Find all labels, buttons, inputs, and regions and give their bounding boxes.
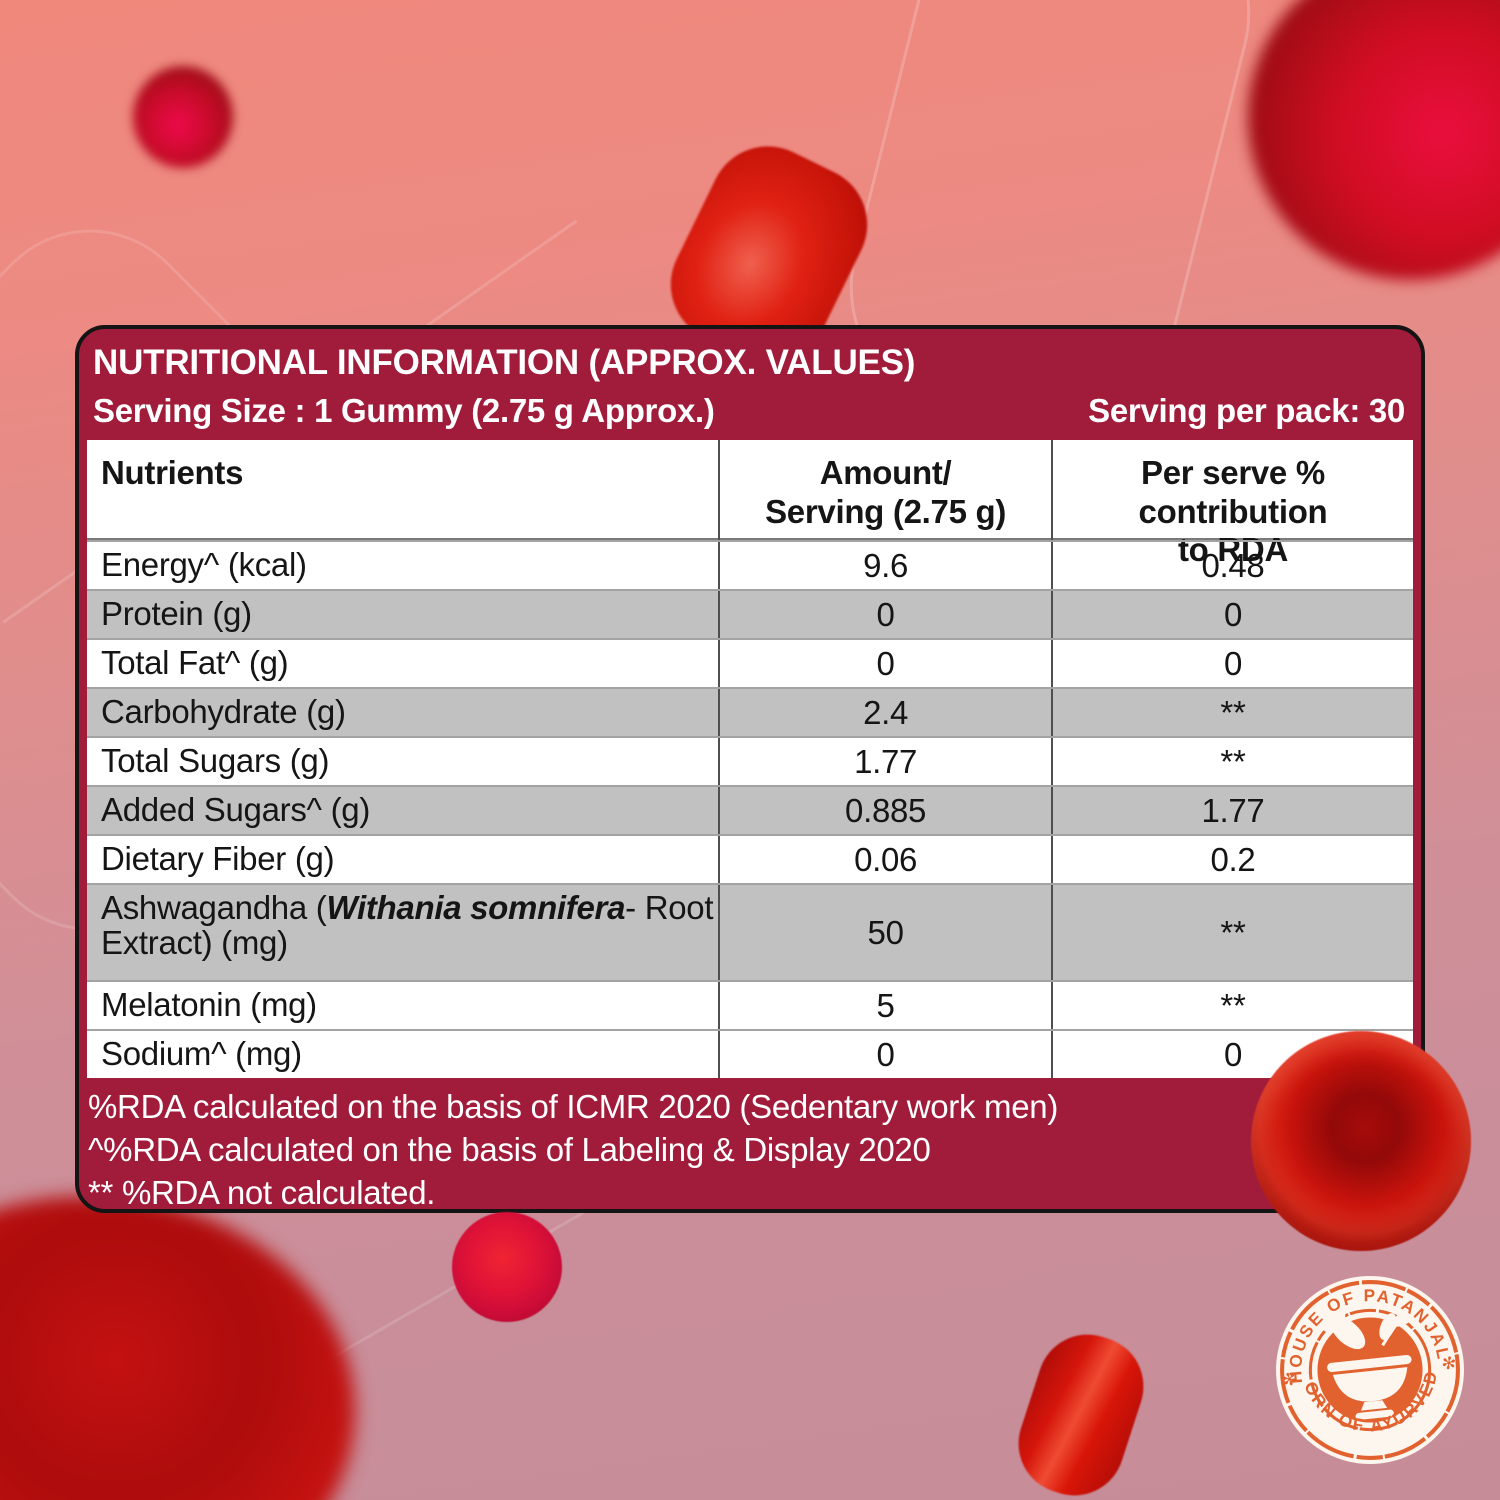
column-header-rda: Per serve % contribution to RDA [1050,440,1413,570]
serving-row: Serving Size : 1 Gummy (2.75 g Approx.) … [93,392,1405,430]
nutrient-name-prefix: Ashwagandha ( [101,889,327,926]
gummy-blurred-blob-bottom-left [0,1196,355,1500]
nutrient-amount: 9.6 [718,542,1051,589]
nutrient-name: Dietary Fiber (g) [101,840,335,878]
column-header-amount-line1: Amount/ [819,454,952,491]
table-row-carbohydrate: Carbohydrate (g) 2.4 ** [87,687,1413,736]
table-row-total-sugars: Total Sugars (g) 1.77 ** [87,736,1413,785]
serving-size-text: Serving Size : 1 Gummy (2.75 g Approx.) [93,392,715,429]
nutrient-name: Total Fat^ (g) [101,644,289,682]
gummy-blurred-sphere-top-right [1248,0,1500,280]
nutrient-rda: ** [1050,689,1413,736]
nutrient-rda: 0.2 [1050,836,1413,883]
footnote-rda-not-calculated: ** %RDA not calculated. [88,1173,436,1211]
nutrient-amount: 0 [718,640,1051,687]
footnote-rda-labeling: ^%RDA calculated on the basis of Labelin… [88,1130,931,1168]
pestle-knob [1321,1307,1346,1333]
nutrient-rda: ** [1050,885,1413,980]
table-row-dietary-fiber: Dietary Fiber (g) 0.06 0.2 [87,834,1413,883]
table-row-total-fat: Total Fat^ (g) 0 0 [87,638,1413,687]
nutrient-name: Ashwagandha (Withania somnifera- Root Ex… [87,885,718,980]
card-header: NUTRITIONAL INFORMATION (APPROX. VALUES)… [79,329,1421,440]
nutrition-table: Nutrients Amount/ Serving (2.75 g) Per s… [87,440,1413,1078]
nutrient-name: Melatonin (mg) [101,986,317,1024]
nutrient-rda: 0 [1050,1031,1413,1078]
nutrient-rda: 0 [1050,640,1413,687]
gummy-side-view-bottom-right [1005,1321,1157,1500]
nutrient-name: Added Sugars^ (g) [101,791,371,829]
nutrient-name: Energy^ (kcal) [101,546,307,584]
nutrient-name-latin: Withania somnifera [326,889,626,926]
stamp-flower-right: ✻ [1440,1352,1457,1374]
nutrient-amount: 1.77 [718,738,1051,785]
leaf-icon [1392,1310,1415,1327]
nutrient-rda: 0 [1050,591,1413,638]
mortar-rim [1327,1354,1412,1372]
nutrient-amount: 2.4 [718,689,1051,736]
table-row-added-sugars: Added Sugars^ (g) 0.885 1.77 [87,785,1413,834]
nutrient-name: Protein (g) [101,595,252,633]
leaf-icon [1379,1313,1397,1340]
mortar-base [1355,1409,1394,1420]
card-footnotes: %RDA calculated on the basis of ICMR 202… [79,1078,1421,1211]
nutrient-amount: 0.885 [718,787,1051,834]
column-header-rda-line2: to RDA [1177,531,1288,569]
table-row-protein: Protein (g) 0 0 [87,589,1413,638]
nutrient-amount: 5 [718,982,1051,1029]
table-row-ashwagandha: Ashwagandha (Withania somnifera- Root Ex… [87,883,1413,980]
nutrient-rda: 0.48 [1050,542,1413,589]
table-row-energy: Energy^ (kcal) 9.6 0.48 [87,540,1413,589]
mortar-foot [1361,1400,1388,1411]
nutrient-rda: ** [1050,738,1413,785]
table-row-melatonin: Melatonin (mg) 5 ** [87,980,1413,1029]
gummy-red-cell-right [1251,1031,1471,1251]
nutrient-name: Total Sugars (g) [101,742,330,780]
nutrient-rda: 1.77 [1050,787,1413,834]
column-header-amount: Amount/ Serving (2.75 g) [718,440,1051,570]
nutrient-amount: 0 [718,1031,1051,1078]
patanjali-stamp-logo: HOUSE OF PATANJALI BORN OF AYURVEDA ✻ ✻ [1264,1264,1464,1464]
nutrient-amount: 50 [718,885,1051,980]
nutrient-rda: ** [1050,982,1413,1029]
footnote-rda-icmr: %RDA calculated on the basis of ICMR 202… [88,1088,1059,1125]
stamp-outer-ring [1280,1280,1460,1460]
mortar-bowl [1332,1367,1408,1402]
nutrient-name: Sodium^ (mg) [101,1035,302,1073]
column-header-rda-line1: Per serve % contribution [1138,454,1328,530]
stamp-inner-ring [1308,1308,1432,1432]
stamp-center-disc [1317,1317,1423,1423]
gummy-blurred-sphere-top-left [133,66,233,168]
serving-per-pack-text: Serving per pack: 30 [1088,392,1405,429]
table-row-sodium: Sodium^ (mg) 0 0 [87,1029,1413,1078]
nutrient-amount: 0 [718,591,1051,638]
nutrient-amount: 0.06 [718,836,1051,883]
nutrient-name: Carbohydrate (g) [101,693,346,731]
card-title: NUTRITIONAL INFORMATION (APPROX. VALUES) [93,343,916,382]
nutrient-name-suffix: - Root Extract) (mg) [101,889,714,961]
column-header-nutrients: Nutrients [101,454,244,491]
stamp-flower-left: ✻ [1279,1367,1299,1391]
column-header-amount-line2: Serving (2.75 g) [765,492,1007,530]
nutrition-facts-card: NUTRITIONAL INFORMATION (APPROX. VALUES)… [75,325,1425,1213]
gummy-round-bottom-center [452,1212,562,1322]
table-header-row: Nutrients Amount/ Serving (2.75 g) Per s… [87,440,1413,570]
